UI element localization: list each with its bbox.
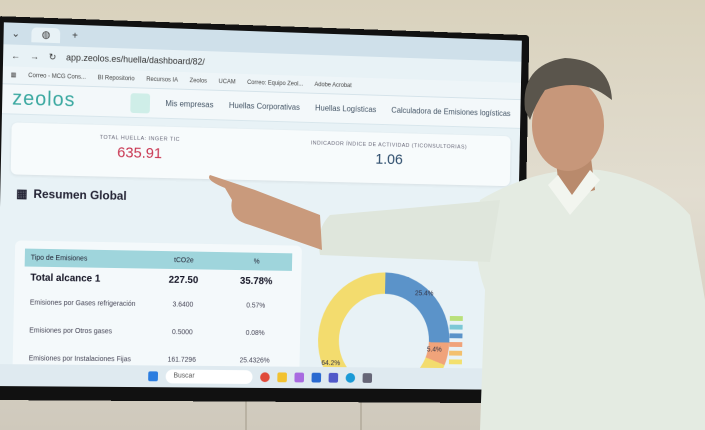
wall-seam bbox=[245, 390, 247, 430]
presenter-collar bbox=[548, 170, 600, 215]
wall-seam bbox=[360, 390, 362, 430]
presenter-hand bbox=[209, 175, 322, 250]
presenter-arm bbox=[318, 200, 500, 262]
presenter-hair bbox=[524, 58, 612, 120]
presenter-face bbox=[532, 79, 604, 171]
presenter-shirt bbox=[476, 169, 705, 430]
